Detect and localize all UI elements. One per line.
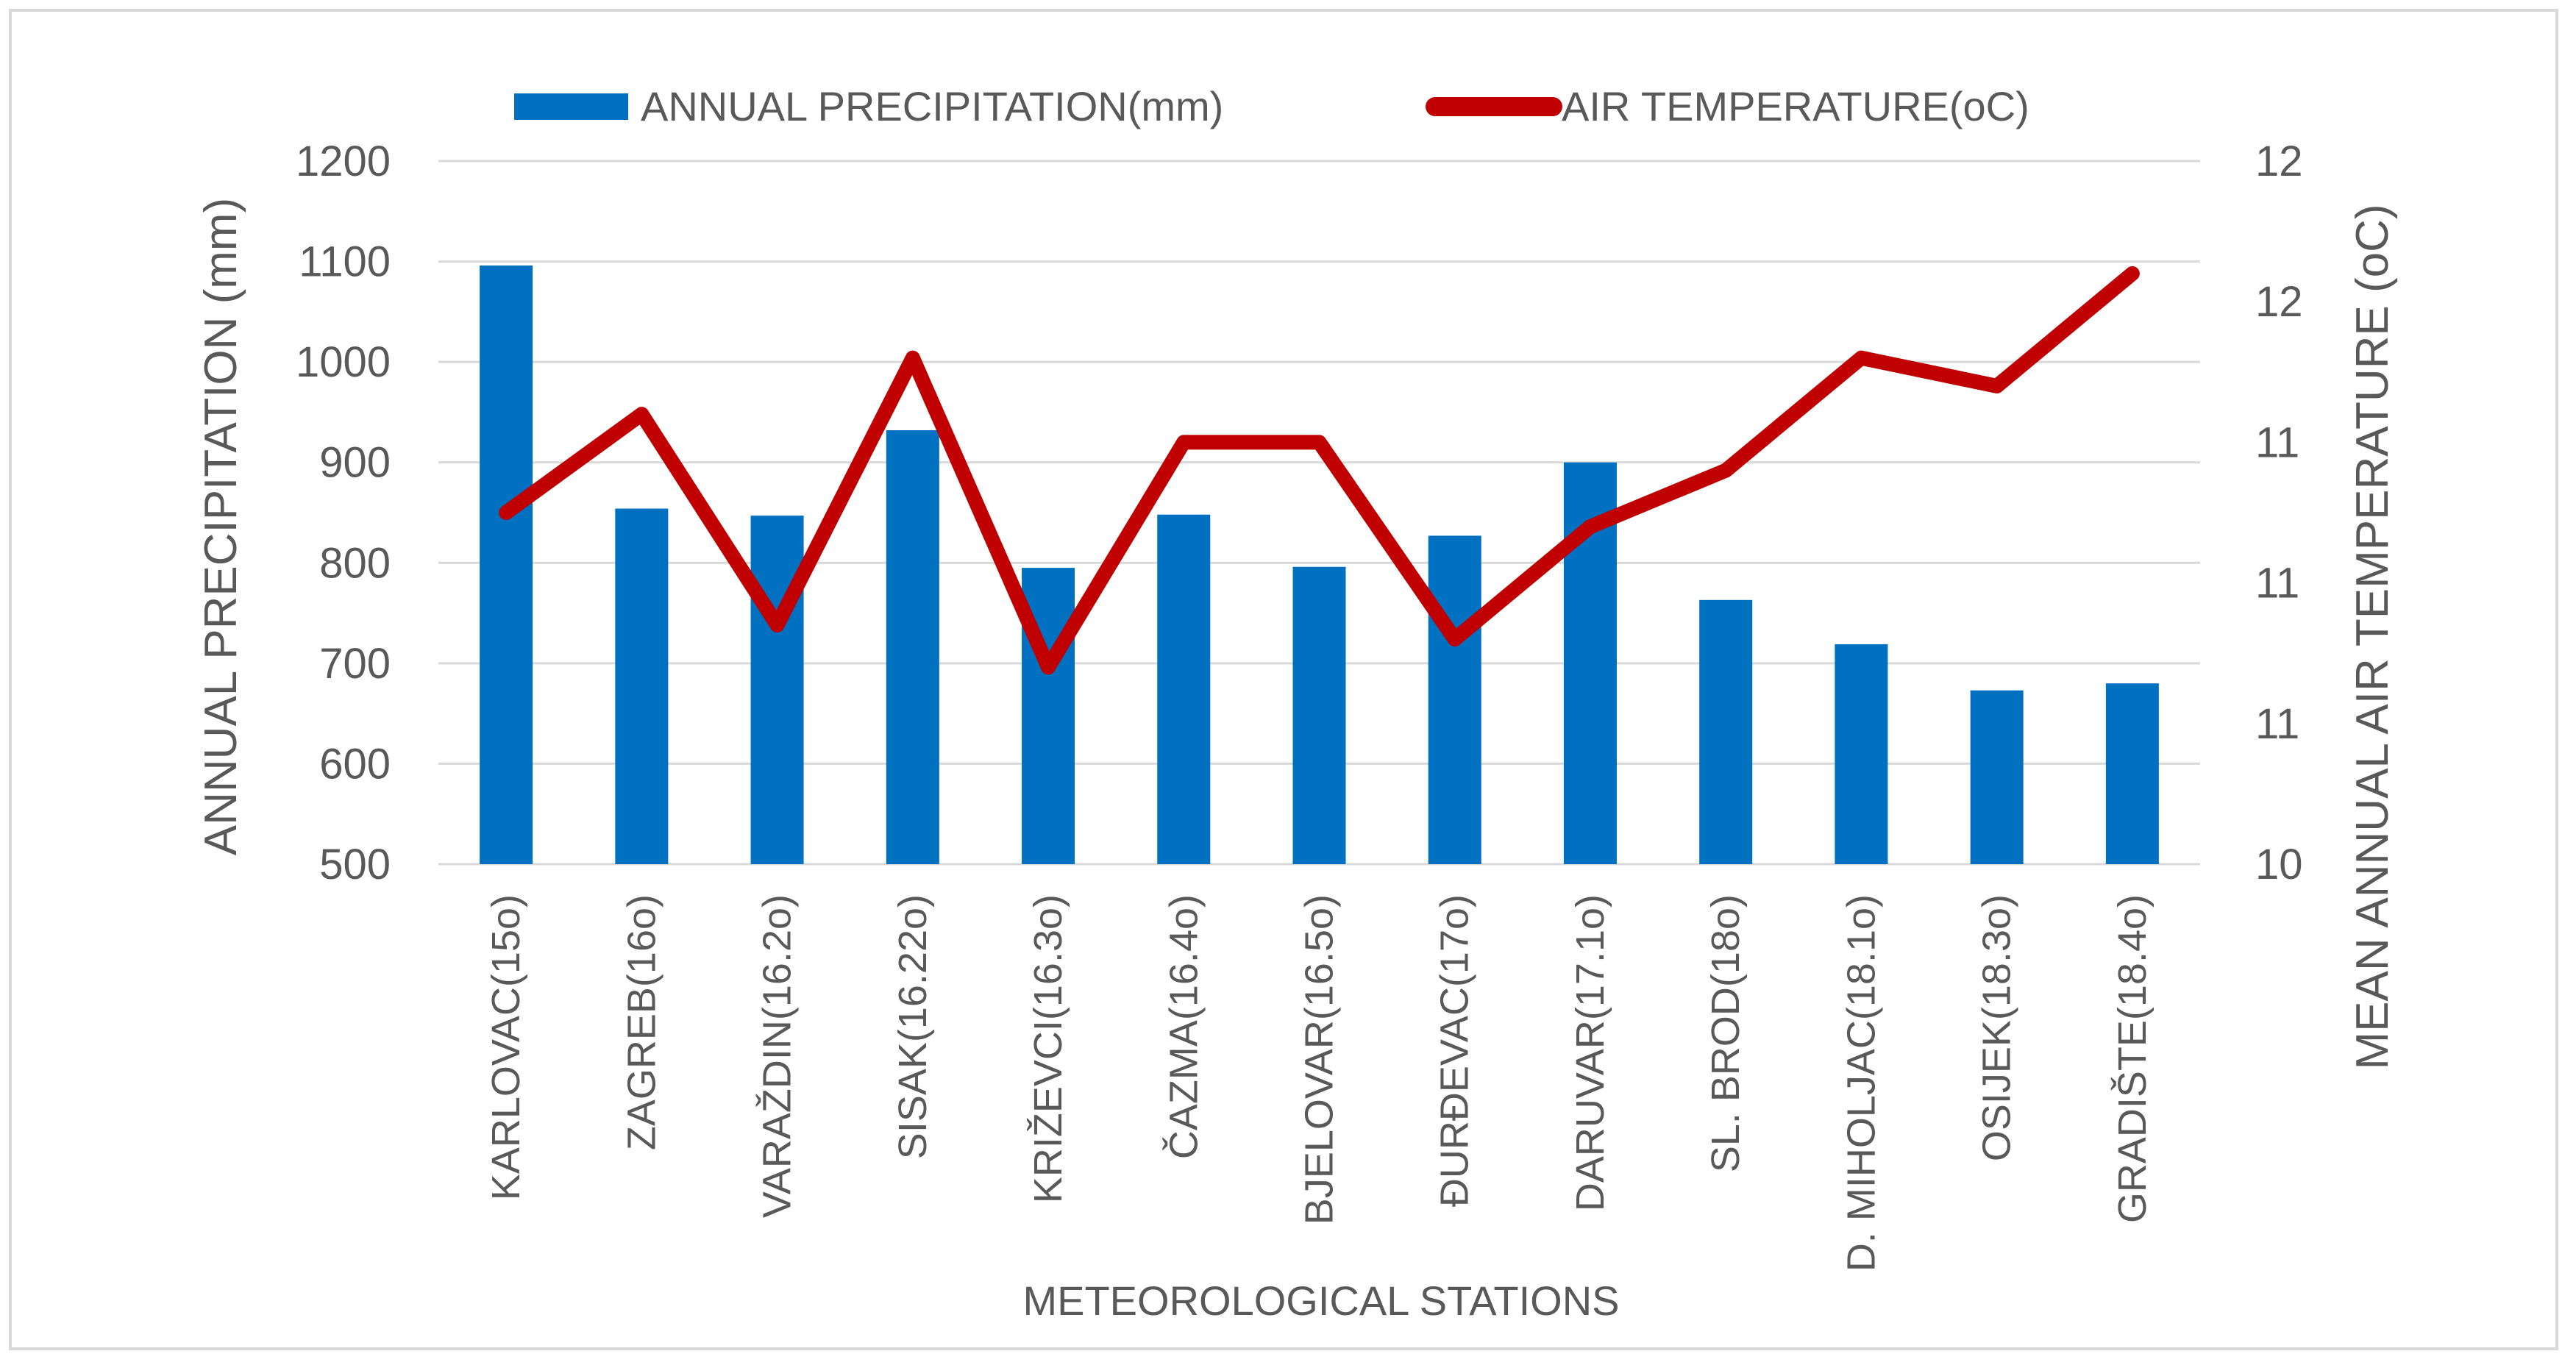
x-tick-label: D. MIHOLJAC(18.1o): [1839, 894, 1883, 1272]
x-tick-label: DARUVAR(17.1o): [1568, 894, 1612, 1211]
bar-12: [2105, 683, 2159, 864]
bar-11: [1970, 690, 2024, 864]
y2-tick-label: 11: [2255, 560, 2299, 607]
temperature-point-5: [1183, 441, 1185, 443]
combo-chart: 500 600 700 800 900 1000 1100 1200 10 11 11 11 12 12…: [196, 83, 2398, 1324]
temperature-point-8: [1589, 526, 1591, 528]
x-tick-label: ĐURĐEVAC(17o): [1433, 894, 1477, 1207]
bar-6: [1292, 566, 1346, 864]
bar-0: [480, 265, 533, 864]
temperature-point-11: [1996, 385, 1998, 387]
x-tick-label: ČAZMA(16.4o): [1161, 894, 1206, 1159]
bar-7: [1428, 535, 1481, 864]
y-tick-label: 1000: [296, 338, 391, 386]
x-tick-label: VARAŽDIN(16.2o): [755, 894, 800, 1218]
x-tick-label: GRADIŠTE(18.4o): [2110, 894, 2155, 1223]
chart-frame: 500 600 700 800 900 1000 1100 1200 10 11 11 11 12 12…: [9, 9, 2558, 1350]
y-tick-label: 700: [319, 640, 391, 688]
x-tick-label: ZAGREB(16o): [619, 894, 663, 1150]
temperature-point-2: [776, 624, 778, 626]
bar-1: [615, 508, 669, 864]
precipitation-bars: [480, 265, 2159, 864]
y2-tick-label: 11: [2255, 700, 2299, 748]
y-tick-label: 900: [319, 439, 391, 487]
temperature-point-3: [911, 357, 914, 359]
x-axis-ticks: KARLOVAC(15o) ZAGREB(16o) VARAŽDIN(16.2o) S…: [484, 894, 2155, 1272]
legend-swatch-precipitation: [514, 93, 628, 120]
temperature-point-6: [1318, 441, 1320, 443]
left-axis-ticks: 500 600 700 800 900 1000 1100 1200: [296, 138, 391, 888]
legend-label-precipitation: ANNUAL PRECIPITATION(mm): [641, 83, 1223, 129]
bar-9: [1699, 599, 1753, 864]
y2-tick-label: 12: [2255, 278, 2303, 326]
x-tick-label: OSIJEK(18.3o): [1975, 894, 2019, 1161]
x-tick-label: BJELOVAR(16.5o): [1298, 894, 1342, 1225]
x-axis-title: METEOROLOGICAL STATIONS: [1022, 1277, 1619, 1324]
y2-axis-title: MEAN ANNUAL AIR TEMPERATURE (oC): [2347, 204, 2398, 1069]
bar-10: [1835, 644, 1888, 864]
y2-tick-label: 11: [2255, 418, 2299, 466]
right-axis-ticks: 10 11 11 11 12 12: [2255, 138, 2303, 888]
legend-label-temperature: AIR TEMPERATURE(oC): [1562, 83, 2029, 129]
y-tick-label: 800: [319, 539, 391, 587]
bar-2: [750, 516, 804, 864]
x-tick-label: KRIŽEVCI(16.3o): [1026, 894, 1070, 1203]
y2-tick-label: 12: [2255, 138, 2303, 185]
y-tick-label: 1200: [296, 138, 391, 185]
x-tick-label: SL. BROD(18o): [1704, 894, 1748, 1172]
temperature-point-4: [1047, 666, 1050, 669]
legend: ANNUAL PRECIPITATION(mm) AIR TEMPERATURE…: [514, 83, 2029, 129]
temperature-point-10: [1860, 357, 1862, 359]
x-tick-label: KARLOVAC(15o): [484, 894, 528, 1200]
y-tick-label: 500: [319, 841, 391, 888]
temperature-point-12: [2131, 272, 2133, 274]
y2-tick-label: 10: [2255, 841, 2303, 888]
y-axis-title: ANNUAL PRECIPITATION (mm): [196, 198, 246, 855]
bar-3: [886, 430, 939, 864]
bar-5: [1157, 514, 1211, 864]
y-tick-label: 600: [319, 740, 391, 788]
y-tick-label: 1100: [299, 238, 391, 286]
temperature-point-0: [505, 512, 508, 513]
temperature-point-1: [641, 413, 643, 416]
x-tick-label: SISAK(16.22o): [891, 894, 935, 1159]
temperature-point-9: [1725, 469, 1727, 471]
temperature-point-7: [1454, 638, 1456, 641]
temperature-line: [499, 265, 2140, 675]
